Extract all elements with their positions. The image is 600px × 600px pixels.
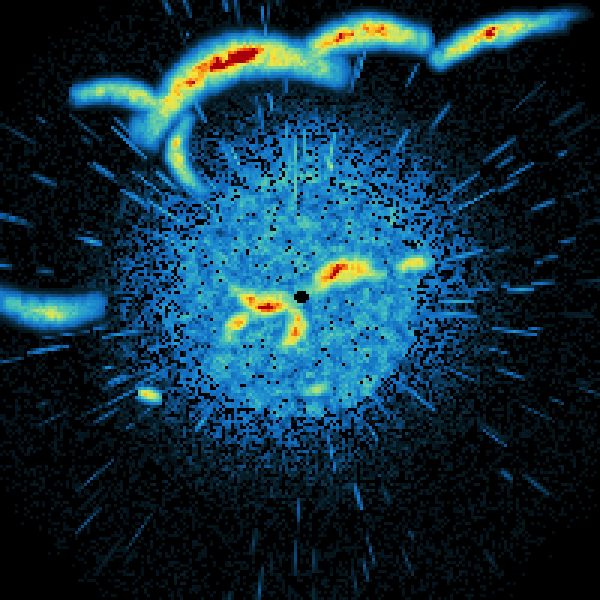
figure-root	[0, 0, 600, 600]
intensity-heatmap-canvas	[0, 0, 600, 600]
